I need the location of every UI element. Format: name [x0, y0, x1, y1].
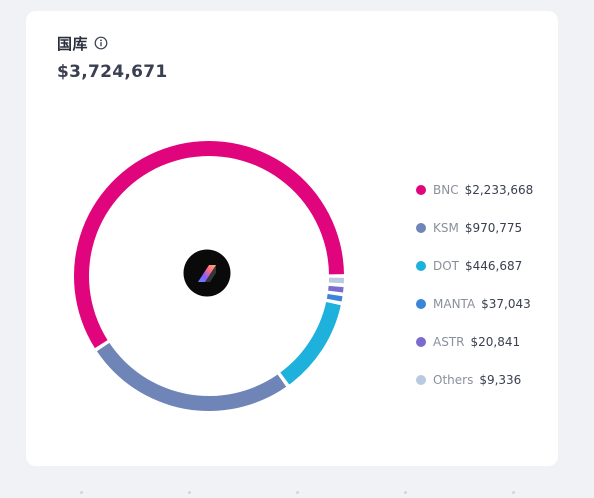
decor-dot	[80, 491, 83, 494]
legend-label: KSM	[433, 221, 459, 235]
chart-legend: BNC $2,233,668 KSM $970,775 DOT $446,687 MANTA…	[416, 171, 533, 399]
legend-item-manta[interactable]: MANTA $37,043	[416, 285, 533, 323]
legend-label: BNC	[433, 183, 459, 197]
legend-label: Others	[433, 373, 474, 387]
legend-value: $970,775	[464, 221, 523, 235]
treasury-total-value: $3,724,671	[57, 62, 168, 82]
treasury-title: 国库	[57, 34, 89, 53]
legend-color-dot	[416, 337, 426, 347]
legend-color-dot	[416, 223, 426, 233]
legend-color-dot	[416, 299, 426, 309]
legend-value: $446,687	[465, 259, 523, 273]
legend-item-bnc[interactable]: BNC $2,233,668	[416, 171, 533, 209]
legend-label: MANTA	[433, 297, 476, 311]
donut-slice-manta[interactable]	[326, 293, 343, 302]
decor-dot	[404, 491, 407, 494]
decor-dot	[188, 491, 191, 494]
info-icon[interactable]	[94, 36, 108, 50]
legend-value: $9,336	[479, 373, 522, 387]
legend-item-astr[interactable]: ASTR $20,841	[416, 323, 533, 361]
bifrost-logo-icon	[183, 249, 231, 297]
legend-color-dot	[416, 375, 426, 385]
legend-value: $2,233,668	[464, 183, 534, 197]
donut-slice-astr[interactable]	[328, 285, 344, 293]
legend-color-dot	[416, 261, 426, 271]
treasury-card: 国库 $3,724,671 BNC $2,233,668 KSM $970,775 DO…	[26, 11, 558, 466]
donut-slice-dot[interactable]	[280, 301, 341, 385]
decor-dot	[296, 491, 299, 494]
legend-value: $20,841	[470, 335, 521, 349]
donut-slice-bnc[interactable]	[74, 141, 344, 349]
donut-slice-others[interactable]	[328, 277, 344, 284]
donut-slice-ksm[interactable]	[96, 342, 287, 411]
decor-dot	[512, 491, 515, 494]
legend-label: ASTR	[433, 335, 465, 349]
legend-item-dot[interactable]: DOT $446,687	[416, 247, 533, 285]
legend-item-others[interactable]: Others $9,336	[416, 361, 533, 399]
legend-color-dot	[416, 185, 426, 195]
legend-item-ksm[interactable]: KSM $970,775	[416, 209, 533, 247]
legend-label: DOT	[433, 259, 460, 273]
treasury-header: 国库	[57, 33, 108, 53]
legend-value: $37,043	[481, 297, 531, 311]
treasury-donut-chart	[74, 141, 344, 411]
